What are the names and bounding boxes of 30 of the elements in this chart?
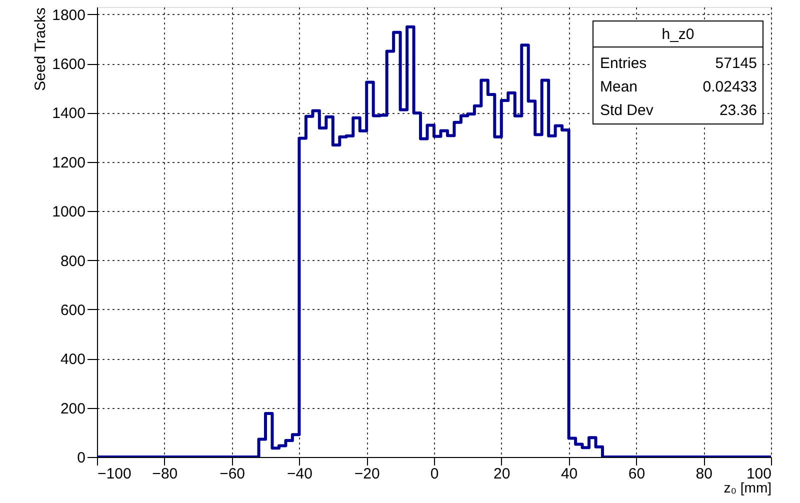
x-tick-label: 100 (746, 466, 772, 482)
annotation: Mean (600, 78, 638, 96)
x-tick-label: −80 (152, 466, 178, 482)
y-tick-label: 1800 (52, 6, 86, 24)
x-tick-label: 60 (628, 466, 646, 482)
y-axis-title: Seed Tracks (32, 8, 50, 91)
y-tick-label: 1000 (52, 204, 86, 221)
x-tick-label: 20 (494, 466, 510, 482)
x-axis-title: z₀ [mm] (724, 480, 772, 496)
annotation: Entries (600, 55, 647, 72)
annotation: 23.36 (719, 102, 757, 119)
x-tick-label: 0 (430, 466, 439, 482)
y-tick-label: 800 (60, 252, 86, 270)
y-tick-label: 400 (60, 351, 86, 368)
y-tick-label: 1600 (52, 56, 86, 74)
y-tick-label: 1200 (52, 154, 86, 172)
y-tick-label: 200 (60, 400, 86, 418)
x-tick-label: −100 (98, 466, 132, 482)
annotation: 0.02433 (702, 78, 757, 96)
annotation: Std Dev (600, 102, 654, 119)
y-tick-label: 0 (77, 450, 86, 466)
y-tick-label: 1400 (52, 105, 86, 122)
x-tick-label: −40 (286, 466, 312, 482)
x-tick-label: 80 (696, 466, 712, 482)
annotation: h_z0 (662, 26, 694, 43)
x-tick-label: −60 (220, 466, 246, 482)
annotation: 57145 (715, 55, 757, 72)
y-tick-label: 600 (60, 302, 86, 319)
x-tick-label: −20 (354, 466, 380, 482)
x-tick-label: 40 (560, 466, 578, 482)
